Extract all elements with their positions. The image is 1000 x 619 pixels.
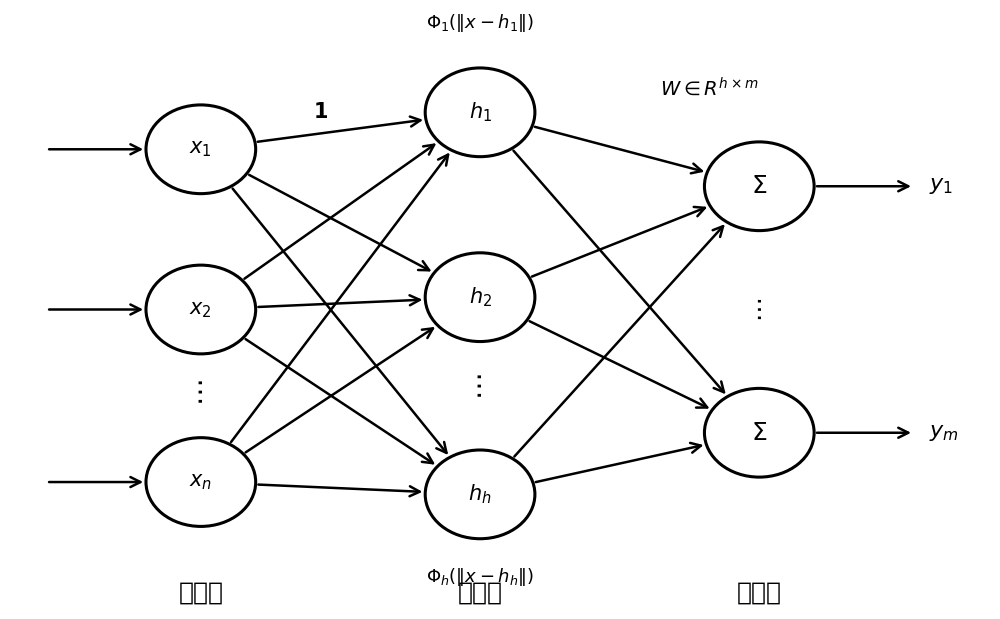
Text: $h_h$: $h_h$ bbox=[468, 483, 492, 506]
Text: $\cdots$: $\cdots$ bbox=[187, 379, 215, 406]
Text: $\Sigma$: $\Sigma$ bbox=[751, 175, 767, 198]
Ellipse shape bbox=[704, 388, 814, 477]
Text: $x_2$: $x_2$ bbox=[189, 300, 212, 319]
Text: 隐含层: 隐含层 bbox=[458, 581, 503, 605]
Text: $\Sigma$: $\Sigma$ bbox=[751, 421, 767, 444]
Ellipse shape bbox=[425, 68, 535, 157]
Text: $\Phi_h(\Vert x-h_h\Vert)$: $\Phi_h(\Vert x-h_h\Vert)$ bbox=[426, 566, 534, 589]
Text: $h_2$: $h_2$ bbox=[469, 285, 492, 309]
Text: $\cdots$: $\cdots$ bbox=[466, 373, 494, 400]
Text: $x_1$: $x_1$ bbox=[189, 139, 212, 159]
Text: $y_1$: $y_1$ bbox=[929, 176, 953, 196]
Text: $\cdots$: $\cdots$ bbox=[747, 298, 771, 321]
Text: $h_1$: $h_1$ bbox=[469, 100, 492, 124]
Text: 1: 1 bbox=[313, 102, 328, 123]
Ellipse shape bbox=[704, 142, 814, 231]
Text: 输入层: 输入层 bbox=[178, 581, 223, 605]
Text: $\Phi_1(\Vert x-h_1\Vert)$: $\Phi_1(\Vert x-h_1\Vert)$ bbox=[426, 12, 534, 34]
Ellipse shape bbox=[146, 265, 256, 354]
Ellipse shape bbox=[146, 438, 256, 526]
Ellipse shape bbox=[146, 105, 256, 194]
Text: $x_n$: $x_n$ bbox=[189, 472, 212, 492]
Ellipse shape bbox=[425, 253, 535, 342]
Text: $y_m$: $y_m$ bbox=[929, 423, 959, 443]
Text: $W\in R^{h\times m}$: $W\in R^{h\times m}$ bbox=[660, 76, 758, 99]
Text: 输出层: 输出层 bbox=[737, 581, 782, 605]
Ellipse shape bbox=[425, 450, 535, 539]
